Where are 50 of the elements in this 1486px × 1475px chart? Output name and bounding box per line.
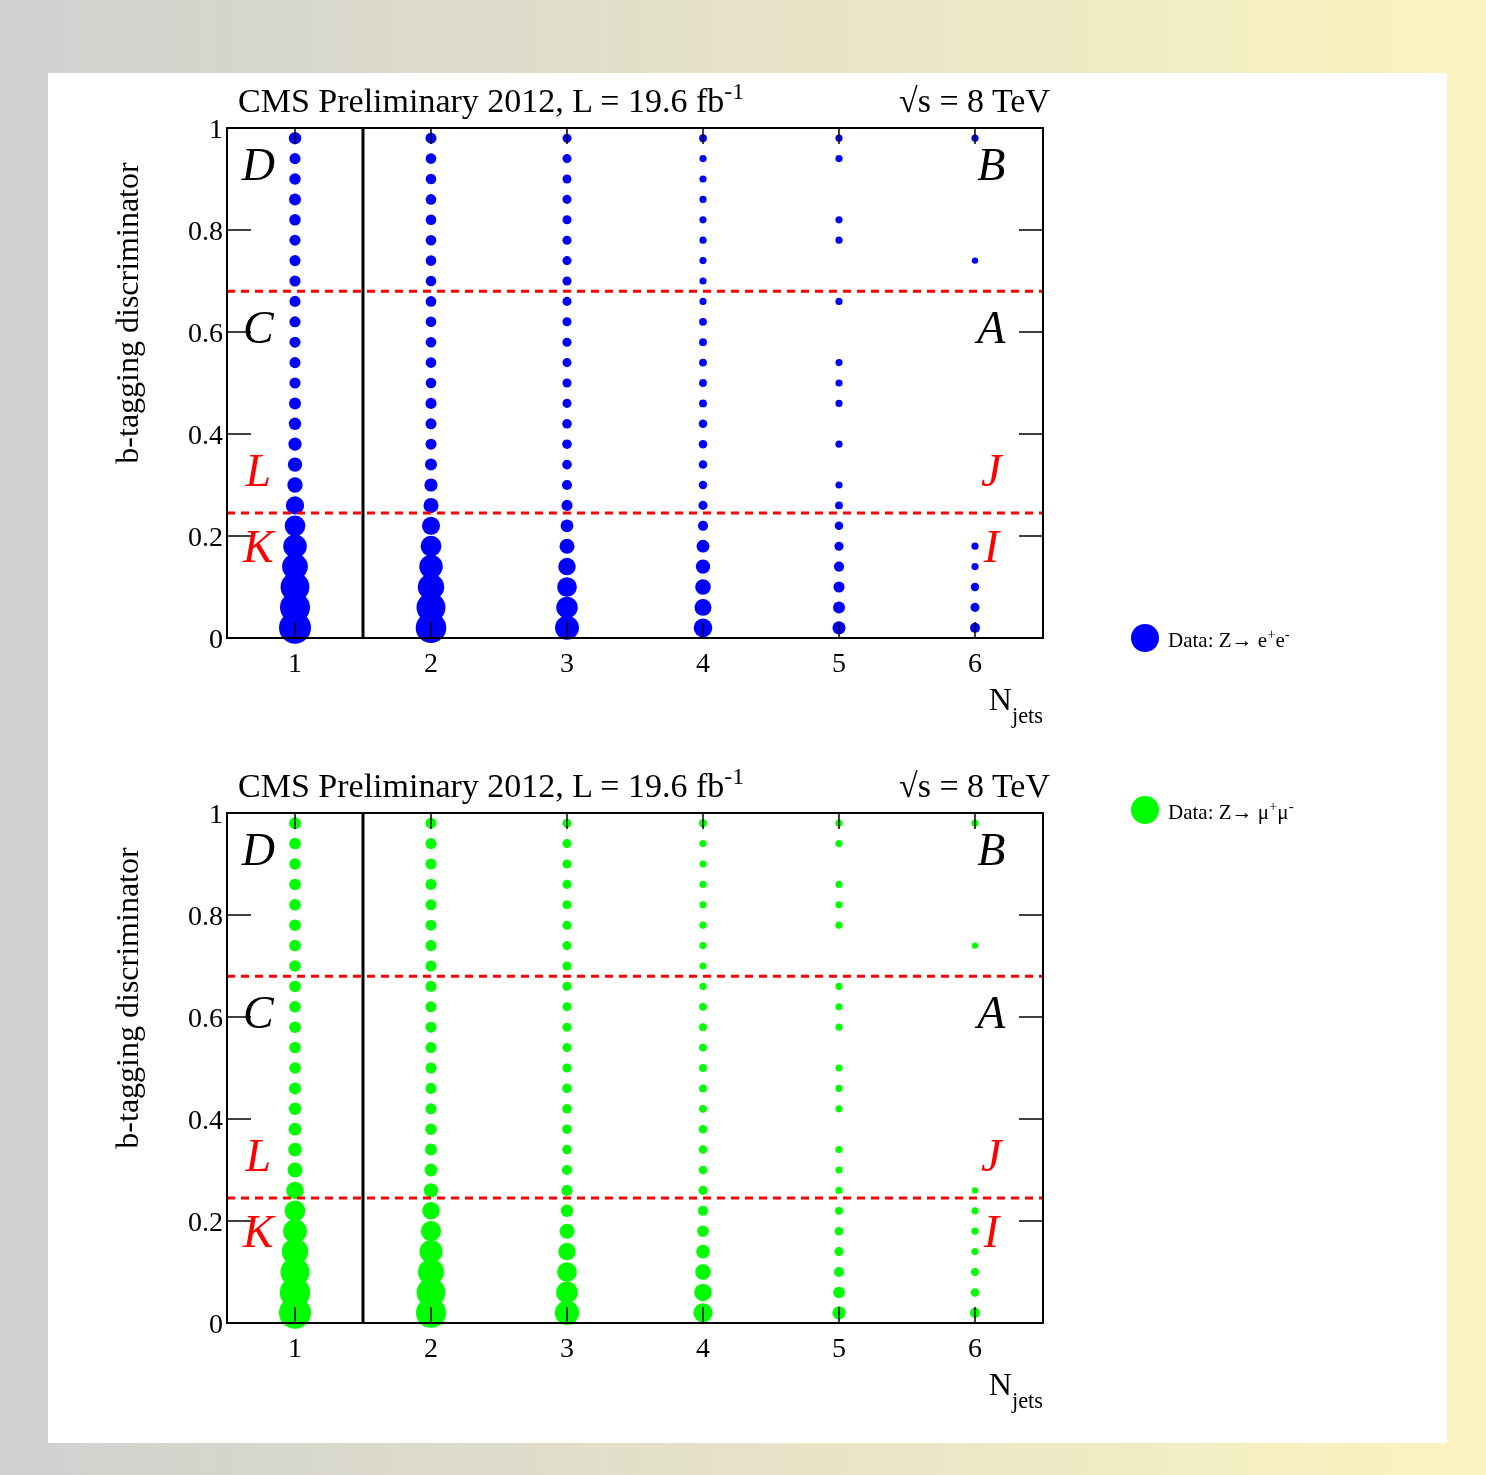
y-tick-label: 1 (209, 797, 223, 829)
x-tick-label: 2 (424, 1332, 438, 1363)
y-tick-label: 0 (209, 1307, 223, 1339)
annotation: C (242, 302, 275, 353)
annotation: A (974, 987, 1007, 1038)
legend-label: Data: Z→ μ$^{+}$μ$^{-}$ (1168, 798, 1294, 825)
y-tick-label: 0.4 (188, 418, 223, 450)
y-tick-label: 0.8 (188, 899, 223, 931)
annotation: I (982, 521, 1002, 573)
chart-title: CMS Preliminary 2012, L = 19.6 fb$^{-1}$ (238, 78, 745, 119)
x-tick-label: 5 (832, 1332, 846, 1363)
x-tick-label: 3 (560, 647, 574, 678)
annotation: L (244, 444, 272, 496)
x-tick-label: 3 (560, 1332, 574, 1363)
annotation: K (241, 1206, 276, 1258)
y-tick-label: 0.2 (188, 520, 223, 552)
annotation: K (241, 521, 276, 573)
annotation: J (981, 444, 1005, 496)
annotation: A (974, 302, 1007, 353)
y-tick-label: 0.4 (188, 1103, 223, 1135)
legend-label: Data: Z→ e$^{+}$e$^{-}$ (1168, 626, 1290, 653)
x-tick-label: 1 (288, 1332, 302, 1363)
y-tick-label: 1 (209, 112, 223, 144)
y-tick-label: 0.8 (188, 214, 223, 246)
annotation: D (240, 823, 275, 875)
chart-subtitle: √s = 8 TeV (899, 767, 1051, 804)
y-tick-label: 0.6 (188, 1001, 223, 1033)
y-axis-title: b-tagging discriminator (109, 847, 145, 1149)
x-tick-label: 2 (424, 647, 438, 678)
chart-subtitle: √s = 8 TeV (899, 82, 1051, 119)
annotation: B (977, 138, 1006, 190)
chart-title: CMS Preliminary 2012, L = 19.6 fb$^{-1}$ (238, 763, 745, 804)
x-tick-label: 4 (696, 647, 710, 678)
y-axis-title: b-tagging discriminator (109, 162, 145, 464)
y-tick-label: 0.2 (188, 1205, 223, 1237)
x-axis-title: N$_{jets}$ (988, 1366, 1043, 1413)
annotation: B (977, 823, 1006, 875)
x-tick-label: 5 (832, 647, 846, 678)
annotation: I (982, 1206, 1002, 1258)
x-tick-label: 4 (696, 1332, 710, 1363)
annotation: J (981, 1129, 1005, 1181)
annotation: D (240, 138, 275, 190)
x-axis-title: N$_{jets}$ (988, 681, 1043, 728)
y-tick-label: 0 (209, 622, 223, 654)
x-tick-label: 1 (288, 647, 302, 678)
y-tick-label: 0.6 (188, 316, 223, 348)
annotation: L (244, 1129, 272, 1181)
x-tick-label: 6 (968, 647, 982, 678)
annotation: C (242, 987, 275, 1038)
x-tick-label: 6 (968, 1332, 982, 1363)
